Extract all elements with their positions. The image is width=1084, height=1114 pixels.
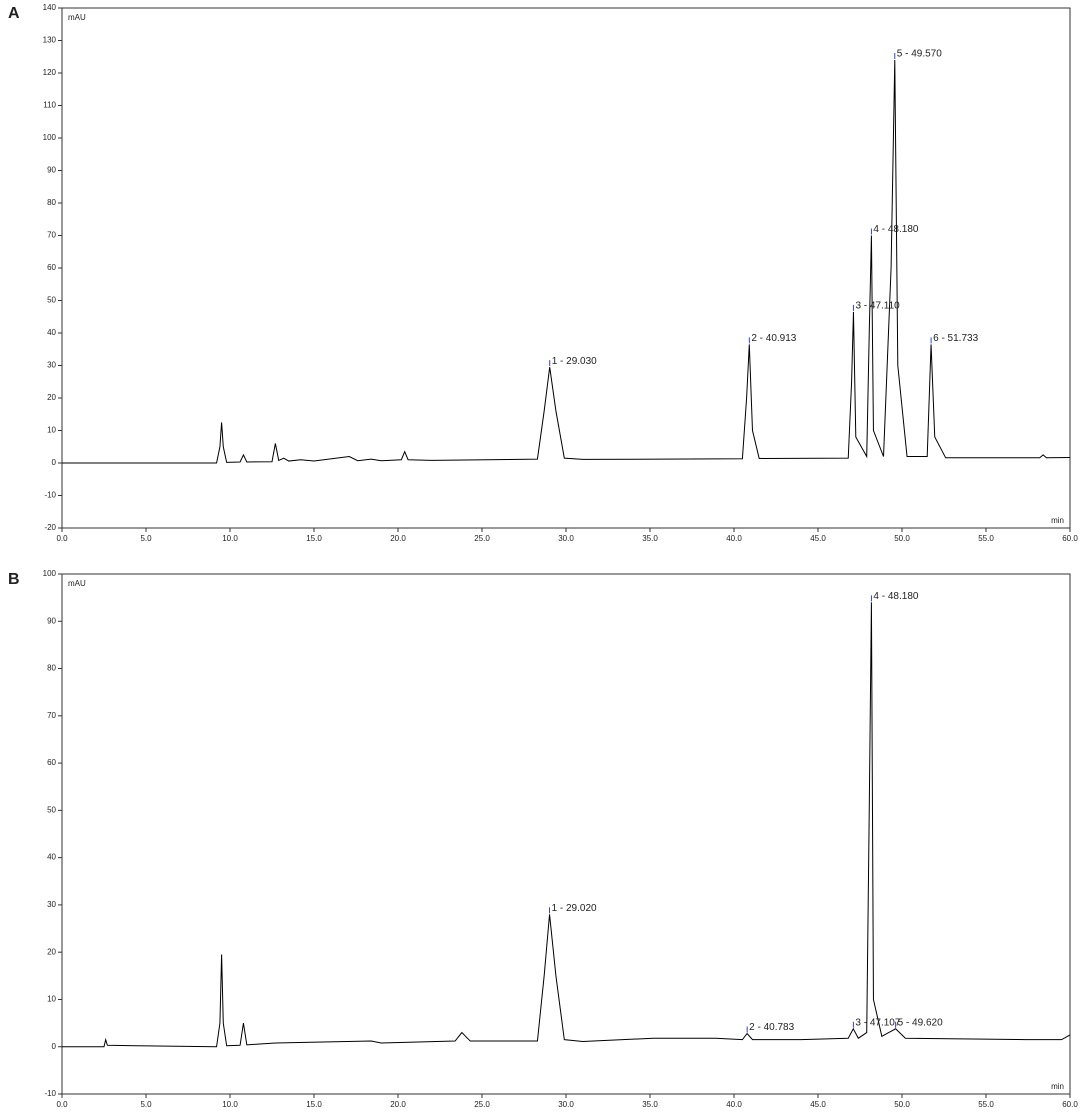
x-tick-label: 60.0 xyxy=(1062,1100,1078,1109)
y-tick-label: -10 xyxy=(44,1089,56,1098)
y-tick-label: 140 xyxy=(43,3,57,12)
y-tick-label: 20 xyxy=(47,393,56,402)
y-tick-label: 10 xyxy=(47,995,56,1004)
y-tick-label: 0 xyxy=(52,458,57,467)
y-tick-label: 110 xyxy=(43,101,56,110)
y-tick-label: 100 xyxy=(43,569,57,578)
y-axis-label: mAU xyxy=(68,579,86,588)
x-tick-label: 0.0 xyxy=(56,534,68,543)
x-tick-label: 45.0 xyxy=(810,534,826,543)
y-tick-label: 70 xyxy=(47,231,56,240)
x-axis-label: min xyxy=(1051,516,1064,525)
peak-label: 5 - 49.570 xyxy=(897,49,942,60)
x-tick-label: 25.0 xyxy=(474,1100,490,1109)
x-tick-label: 5.0 xyxy=(140,1100,152,1109)
y-tick-label: 100 xyxy=(43,133,57,142)
y-tick-label: 10 xyxy=(47,426,56,435)
x-tick-label: 35.0 xyxy=(642,1100,658,1109)
y-tick-label: 130 xyxy=(43,36,57,45)
y-tick-label: 50 xyxy=(47,296,56,305)
x-tick-label: 55.0 xyxy=(978,1100,994,1109)
peak-label: 3 - 47.107 xyxy=(855,1017,900,1028)
x-tick-label: 40.0 xyxy=(726,1100,742,1109)
x-tick-label: 55.0 xyxy=(978,534,994,543)
plot-frame xyxy=(61,573,1071,1095)
x-tick-label: 20.0 xyxy=(390,1100,406,1109)
x-tick-label: 15.0 xyxy=(306,1100,322,1109)
x-tick-label: 15.0 xyxy=(306,534,322,543)
x-tick-label: 50.0 xyxy=(894,1100,910,1109)
x-tick-label: 10.0 xyxy=(222,534,238,543)
peak-label: 1 - 29.020 xyxy=(552,903,597,914)
y-tick-label: -10 xyxy=(44,491,56,500)
peak-label: 2 - 40.913 xyxy=(751,333,796,344)
x-tick-label: 35.0 xyxy=(642,534,658,543)
peak-label: 2 - 40.783 xyxy=(749,1022,794,1033)
x-tick-label: 10.0 xyxy=(222,1100,238,1109)
x-tick-label: 45.0 xyxy=(810,1100,826,1109)
y-tick-label: 120 xyxy=(43,68,57,77)
peak-label: 6 - 51.733 xyxy=(933,333,978,344)
peak-label: 1 - 29.030 xyxy=(552,356,597,367)
x-tick-label: 5.0 xyxy=(140,534,152,543)
y-tick-label: 60 xyxy=(47,263,56,272)
y-tick-label: 30 xyxy=(47,900,56,909)
x-tick-label: 50.0 xyxy=(894,534,910,543)
x-tick-label: 0.0 xyxy=(56,1100,68,1109)
peak-label: 4 - 48.180 xyxy=(873,224,918,235)
panel-label: B xyxy=(8,571,20,588)
y-tick-label: 30 xyxy=(47,361,56,370)
y-tick-label: 40 xyxy=(47,853,56,862)
y-tick-label: 70 xyxy=(47,711,56,720)
y-tick-label: -20 xyxy=(44,523,56,532)
x-tick-label: 20.0 xyxy=(390,534,406,543)
plot-frame xyxy=(61,7,1071,529)
y-tick-label: 90 xyxy=(47,166,56,175)
y-tick-label: 90 xyxy=(47,616,56,625)
x-tick-label: 30.0 xyxy=(558,1100,574,1109)
peak-label: 5 - 49.620 xyxy=(898,1017,943,1028)
y-tick-label: 20 xyxy=(47,947,56,956)
x-tick-label: 60.0 xyxy=(1062,534,1078,543)
peak-label: 3 - 47.110 xyxy=(855,301,900,312)
trace xyxy=(62,602,1071,1048)
x-tick-label: 40.0 xyxy=(726,534,742,543)
x-tick-label: 30.0 xyxy=(558,534,574,543)
y-tick-label: 0 xyxy=(52,1042,57,1051)
y-tick-label: 40 xyxy=(47,328,56,337)
y-tick-label: 60 xyxy=(47,758,56,767)
y-axis-label: mAU xyxy=(68,13,86,22)
y-tick-label: 50 xyxy=(47,805,56,814)
x-axis-label: min xyxy=(1051,1082,1064,1091)
trace xyxy=(62,59,1071,464)
x-tick-label: 25.0 xyxy=(474,534,490,543)
panel-label: A xyxy=(8,5,20,22)
y-tick-label: 80 xyxy=(47,664,56,673)
peak-label: 4 - 48.180 xyxy=(873,591,918,602)
y-tick-label: 80 xyxy=(47,198,56,207)
